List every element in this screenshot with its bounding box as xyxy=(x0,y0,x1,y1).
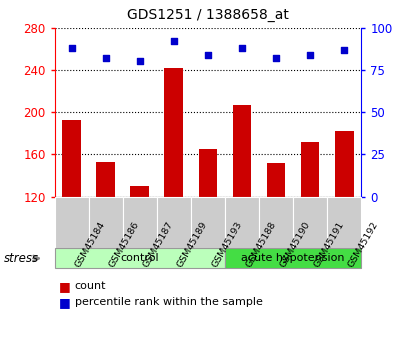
Text: control: control xyxy=(121,254,159,263)
Text: ■: ■ xyxy=(59,280,71,293)
Text: stress: stress xyxy=(4,252,39,265)
Point xyxy=(341,47,347,52)
Point xyxy=(205,52,211,57)
Point xyxy=(102,55,109,61)
Title: GDS1251 / 1388658_at: GDS1251 / 1388658_at xyxy=(127,8,289,22)
Bar xyxy=(267,163,286,324)
Bar xyxy=(96,162,115,324)
Bar xyxy=(62,119,81,324)
Text: acute hypotension: acute hypotension xyxy=(241,254,345,263)
Point xyxy=(171,38,177,44)
Bar xyxy=(301,142,320,324)
Text: GSM45190: GSM45190 xyxy=(278,220,312,269)
Point xyxy=(307,52,313,57)
Point xyxy=(136,59,143,64)
Point xyxy=(68,45,75,51)
Text: GSM45187: GSM45187 xyxy=(142,220,175,269)
Bar xyxy=(335,131,354,324)
Text: ■: ■ xyxy=(59,296,71,309)
Text: GSM45186: GSM45186 xyxy=(108,220,141,269)
Text: GSM45189: GSM45189 xyxy=(176,220,210,269)
Text: GSM45193: GSM45193 xyxy=(210,220,244,269)
Point xyxy=(239,45,245,51)
Bar xyxy=(199,149,217,324)
Text: GSM45188: GSM45188 xyxy=(244,220,278,269)
Bar xyxy=(165,68,183,324)
Text: GSM45192: GSM45192 xyxy=(346,220,380,269)
Text: GSM45191: GSM45191 xyxy=(312,220,346,269)
Text: count: count xyxy=(75,282,106,291)
Bar xyxy=(233,105,251,324)
Point xyxy=(273,55,279,61)
Bar xyxy=(130,186,149,324)
Text: percentile rank within the sample: percentile rank within the sample xyxy=(75,297,262,307)
Text: GSM45184: GSM45184 xyxy=(74,220,107,269)
